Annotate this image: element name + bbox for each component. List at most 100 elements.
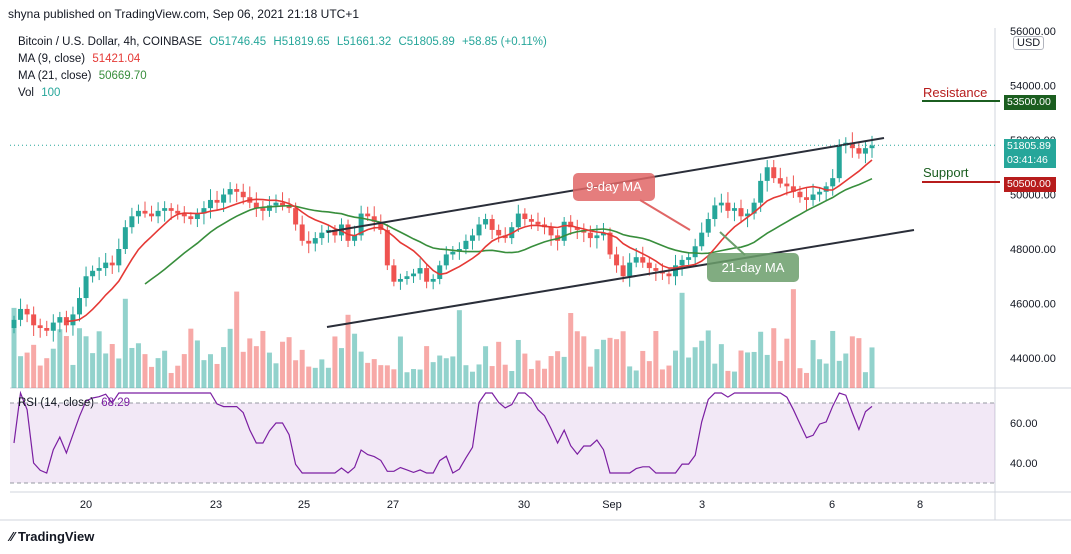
rsi-label: RSI (14, close) [18, 397, 95, 409]
candle-body [397, 278, 403, 282]
candle-body [836, 145, 842, 179]
candle-body [450, 251, 456, 255]
candle-body [784, 183, 790, 187]
time-tick-label: 3 [699, 499, 705, 511]
time-tick-label: 23 [210, 499, 222, 511]
candle-body [83, 276, 89, 299]
volume-bar [587, 366, 593, 388]
price-tick-label: 50000.00 [1010, 190, 1056, 202]
candle-body [469, 235, 475, 241]
candle-body [175, 210, 181, 214]
volume-bar [515, 339, 521, 388]
volume-bar [607, 337, 613, 388]
volume-bar [856, 338, 862, 388]
volume-bar [227, 328, 233, 388]
volume-bar [83, 336, 89, 388]
open-value: O51746.45 [209, 36, 267, 48]
resistance-price-tag: 53500.00 [1004, 95, 1056, 110]
volume-bar [574, 331, 580, 388]
candle-body [862, 148, 868, 154]
publisher-line: shyna published on TradingView.com, Sep … [8, 7, 360, 21]
candle-body [44, 328, 50, 331]
candle-body [587, 232, 593, 239]
volume-bar [371, 359, 377, 388]
candle-body [365, 213, 371, 217]
candle-body [731, 208, 737, 211]
candle-body [823, 186, 829, 192]
volume-bar [404, 372, 410, 388]
volume-bar [70, 364, 76, 388]
candle-body [155, 210, 161, 217]
candle-body [666, 273, 672, 277]
volume-bar [528, 368, 534, 388]
volume-bar [116, 358, 122, 388]
volume-bar [686, 357, 692, 388]
candle-body [207, 199, 213, 209]
candle-body [640, 257, 646, 263]
candle-body [515, 213, 521, 228]
volume-bar [325, 367, 331, 388]
volume-bar [627, 366, 633, 388]
candle-body [188, 216, 194, 220]
candle-body [194, 213, 200, 220]
support-price-tag: 50500.00 [1004, 177, 1056, 192]
rsi-value: 68.29 [101, 397, 131, 409]
volume-bar [181, 354, 187, 388]
volume-bar [489, 366, 495, 388]
volume-bar [142, 354, 148, 388]
resistance-label: Resistance [923, 85, 988, 100]
candle-body [116, 249, 122, 266]
price-tick-label: 48000.00 [1010, 244, 1056, 256]
volume-bar [312, 367, 318, 388]
volume-bar [633, 370, 639, 388]
candle-body [358, 213, 364, 236]
candle-body [181, 213, 187, 217]
candle-body [371, 216, 377, 222]
volume-bar [31, 344, 37, 388]
volume-bar [476, 364, 482, 388]
candle-body [135, 210, 141, 217]
volume-bar [129, 347, 135, 388]
volume-bar [784, 338, 790, 388]
volume-bar [247, 338, 253, 388]
ma9-line [66, 159, 873, 323]
candle-body [168, 208, 174, 211]
candle-body [535, 221, 541, 225]
candle-body [673, 265, 679, 277]
volume-bar [332, 336, 338, 388]
candle-body [122, 227, 128, 249]
volume-bar [535, 360, 541, 388]
vol-value: 100 [41, 87, 61, 99]
candle-body [404, 276, 410, 279]
volume-bar [266, 352, 272, 388]
volume-bar [286, 337, 292, 388]
volume-bar [443, 358, 449, 388]
candle-body [758, 180, 764, 203]
candle-body [109, 262, 115, 266]
tradingview-logo[interactable]: ⁄⁄ TradingView [10, 529, 94, 544]
volume-bar [555, 351, 561, 388]
candle-body [620, 265, 626, 277]
volume-bar [188, 328, 194, 388]
volume-bar [358, 351, 364, 388]
ma21-value: 50669.70 [98, 70, 147, 82]
candle-body [162, 208, 168, 211]
volume-bar [522, 353, 528, 388]
volume-bar [620, 331, 626, 388]
volume-bar [548, 356, 554, 388]
volume-bar [764, 354, 770, 388]
volume-bar [11, 307, 17, 388]
volume-bar [653, 331, 659, 388]
candle-body [751, 202, 757, 214]
volume-bar [149, 366, 155, 388]
currency-button[interactable]: USD [1013, 36, 1045, 50]
volume-bar [758, 331, 764, 388]
candle-body [718, 202, 724, 206]
volume-bar [384, 365, 390, 388]
symbol-name: Bitcoin / U.S. Dollar, 4h, COINBASE [18, 36, 203, 48]
ma21-callout-box [707, 253, 799, 282]
volume-bar [214, 363, 220, 388]
volume-bar [561, 356, 567, 388]
volume-bar [542, 368, 548, 388]
